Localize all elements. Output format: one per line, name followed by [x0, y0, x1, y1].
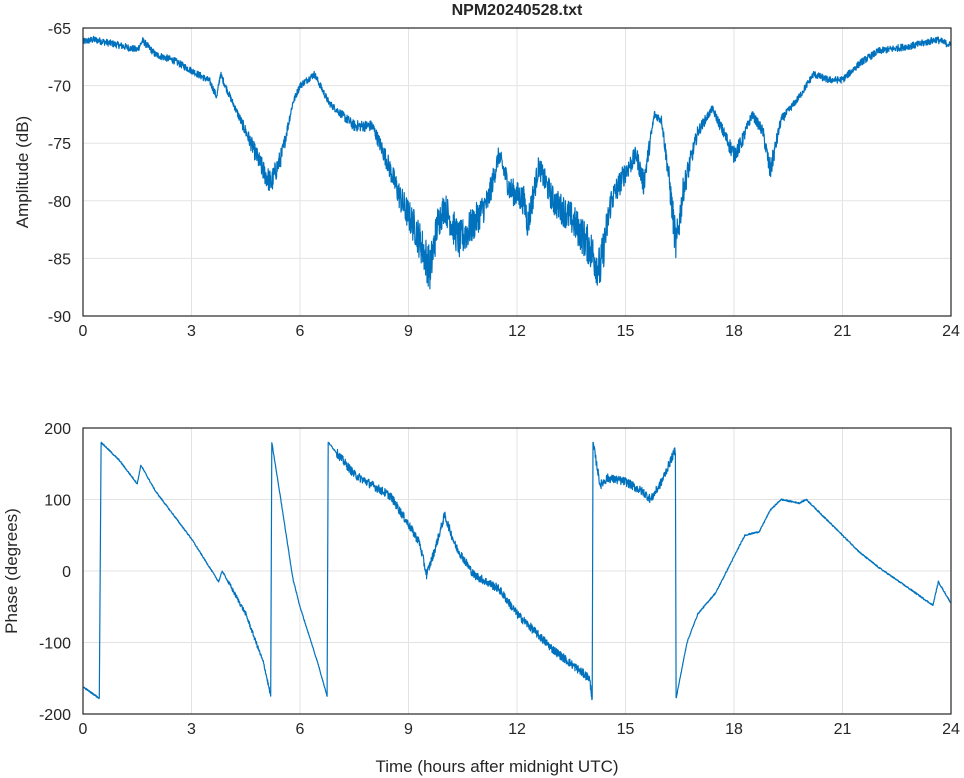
y-tick-label: -65	[48, 21, 71, 38]
y-tick-label: 200	[44, 421, 71, 438]
y-tick-label: -75	[48, 136, 71, 153]
x-tick-label: 0	[79, 323, 88, 340]
x-tick-label: 6	[296, 323, 305, 340]
y-tick-label: -90	[48, 309, 71, 326]
x-tick-label: 3	[187, 323, 196, 340]
x-tick-label: 3	[187, 721, 196, 738]
phase-y-label: Phase (degrees)	[2, 508, 21, 634]
x-tick-label: 12	[508, 721, 526, 738]
x-tick-label: 9	[404, 323, 413, 340]
x-tick-label: 15	[617, 721, 635, 738]
y-tick-label: 100	[44, 493, 71, 510]
x-tick-label: 18	[725, 323, 743, 340]
y-tick-label: 0	[62, 564, 71, 581]
axes-box	[82, 27, 952, 317]
axes-box	[82, 427, 952, 715]
y-tick-label: -80	[48, 194, 71, 211]
amplitude-line	[82, 35, 952, 290]
amplitude-y-label: Amplitude (dB)	[13, 116, 32, 228]
amplitude-axes: 0 3 6 9 12 15 18 21 24 -65 -70 -75 -80 -85 -90	[48, 21, 960, 340]
phase-line	[82, 441, 952, 701]
x-axis-label: Time (hours after midnight UTC)	[375, 757, 618, 776]
chart-title: NPM20240528.txt	[452, 2, 583, 19]
x-tick-label: 12	[508, 323, 526, 340]
x-tick-label: 21	[834, 721, 852, 738]
x-tick-label: 6	[296, 721, 305, 738]
x-tick-label: 15	[617, 323, 635, 340]
x-tick-label: 0	[79, 721, 88, 738]
x-tick-label: 18	[725, 721, 743, 738]
y-tick-label: -200	[39, 707, 71, 724]
y-tick-label: -85	[48, 251, 71, 268]
x-tick-label: 21	[834, 323, 852, 340]
x-tick-label: 24	[942, 721, 960, 738]
x-tick-label: 24	[942, 323, 960, 340]
y-tick-label: -70	[48, 79, 71, 96]
y-tick-label: -100	[39, 636, 71, 653]
phase-axes: 0 3 6 9 12 15 18 21 24 200 100 0 -100 -200	[39, 421, 960, 738]
x-tick-label: 9	[404, 721, 413, 738]
